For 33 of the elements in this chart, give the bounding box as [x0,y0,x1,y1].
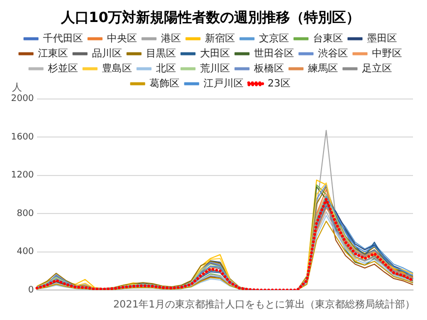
legend-label: 墨田区 [367,33,397,44]
legend-label: 板橋区 [253,62,284,74]
legend-label: 練馬区 [307,62,338,74]
y-axis-title: 人 [12,82,22,94]
legend-label: 品川区 [92,47,122,60]
legend-label: 江戸川区 [204,77,244,90]
legend-label: 大田区 [200,47,230,60]
y-tick-label: 400 [16,247,34,258]
y-tick-label: 800 [16,208,34,219]
y-tick-label: 1600 [11,132,34,142]
legend-label: 文京区 [259,32,289,44]
legend-label: 江東区 [38,47,68,60]
legend-label: 港区 [161,32,181,44]
y-tick-label: 0 [28,285,34,296]
legend-label: 新宿区 [205,32,235,44]
legend-label: 千代田区 [43,32,83,44]
legend-label: 目黒区 [146,48,176,60]
legend-label: 世田谷区 [254,47,294,60]
text: 2021年1月の東京都推計人口をもとに算出（東京都総務局統計部） [113,298,415,311]
legend-label: 葛飾区 [150,77,180,90]
legend-label: 荒川区 [200,62,230,74]
legend-label: 豊島区 [102,62,132,74]
chart-title: 人口10万対新規陽性者数の週別推移（特別区） [60,9,360,26]
legend-label: 北区 [156,62,176,74]
legend-label: 杉並区 [47,62,78,74]
legend-label: 台東区 [313,32,343,44]
legend-label: 23区 [268,78,290,90]
y-tick-label: 1200 [11,170,34,181]
legend-label: 中央区 [107,32,137,44]
y-tick-label: 2000 [11,94,34,104]
legend-label: 渋谷区 [318,47,348,60]
legend-label: 足立区 [362,62,392,74]
legend-label: 中野区 [372,47,402,60]
